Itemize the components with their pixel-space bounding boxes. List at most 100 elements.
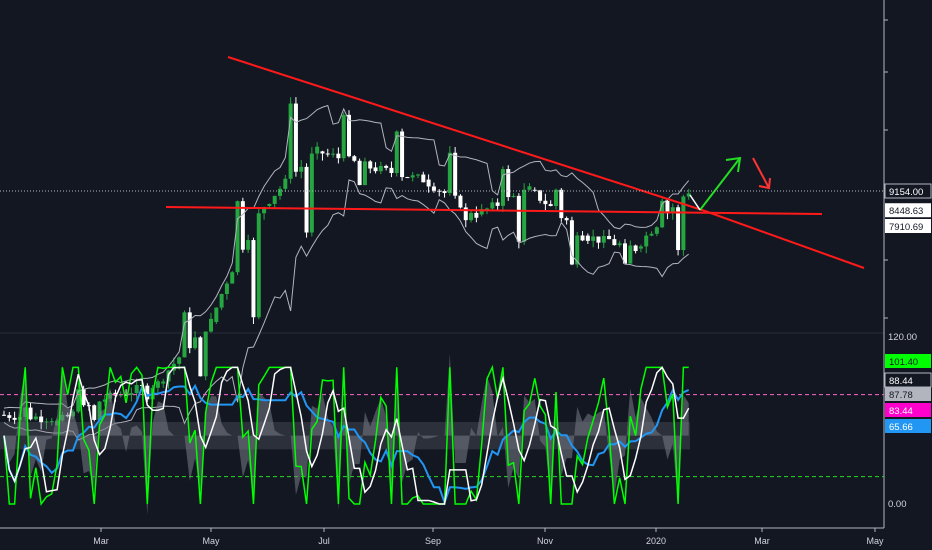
oscillator-histogram [4, 353, 689, 515]
candle-body [447, 152, 452, 194]
candle-body [362, 161, 367, 186]
candle-body [315, 146, 320, 154]
candle-body [7, 415, 12, 418]
candle-body [463, 207, 468, 221]
candle-body [368, 161, 373, 169]
candle-body [341, 114, 346, 159]
candle-body [686, 193, 691, 197]
candle-body [400, 131, 405, 178]
oscillator-value-label: 65.66 [889, 422, 913, 433]
bollinger-lower-line [3, 179, 689, 441]
price-label-box [885, 219, 931, 233]
candle-body [453, 152, 458, 196]
candle-body [76, 389, 81, 412]
candle-body [670, 207, 675, 214]
candle-body [569, 220, 574, 265]
candle-body [495, 202, 500, 206]
trendline-extension[interactable] [704, 210, 865, 269]
candle-body [601, 236, 606, 243]
candle-body [44, 421, 49, 423]
bollinger-upper-line [3, 104, 690, 409]
candle-body [129, 393, 134, 396]
candle-body [580, 235, 585, 241]
descending-trendline[interactable] [227, 56, 706, 212]
candle-body [591, 236, 596, 241]
time-axis-label: 2020 [646, 536, 666, 546]
candle-body [416, 174, 420, 176]
candle-body [479, 209, 484, 215]
candle-body [607, 236, 612, 240]
time-axis-label: Nov [537, 536, 554, 546]
candle-body [500, 169, 505, 206]
candle-body [357, 160, 362, 186]
candle-body [39, 416, 44, 423]
candle-body [405, 177, 410, 179]
candle-body [649, 233, 654, 236]
candle-body [12, 417, 17, 420]
candle-body [426, 179, 431, 187]
candle-body [97, 401, 102, 420]
candle-body [532, 189, 537, 191]
candle-body [564, 218, 569, 221]
candle-body [256, 213, 261, 318]
candle-body [511, 195, 516, 198]
price-label: 8448.63 [889, 206, 923, 217]
candle-body [278, 188, 282, 196]
time-axis-label: May [866, 536, 884, 546]
candle-body [161, 381, 166, 384]
candle-body [628, 245, 633, 264]
candle-body [177, 357, 182, 364]
oscillator-value-label: 101.40 [889, 357, 918, 368]
candle-body [251, 240, 256, 318]
candle-body [2, 414, 6, 416]
candle-body [421, 174, 426, 183]
projection-up-arrow[interactable] [699, 157, 741, 211]
price-label: 7910.69 [889, 222, 923, 233]
oscillator-value-label: 88.44 [889, 376, 913, 387]
candle-body [527, 186, 532, 190]
candle-body [209, 318, 213, 332]
candle-body [187, 312, 192, 349]
candle-body [219, 294, 224, 308]
candle-body [81, 389, 86, 406]
candle-body [410, 175, 415, 178]
oscillator-value-box [885, 419, 931, 433]
candle-body [394, 131, 399, 174]
candle-body [246, 240, 251, 250]
candle-body [575, 235, 580, 265]
oscillator-green-line [3, 364, 689, 506]
candle-body [617, 243, 622, 246]
candle-body [554, 189, 558, 206]
time-axis-label: Jul [318, 536, 330, 546]
candle-body [92, 405, 97, 420]
horizontal-support-line[interactable] [165, 206, 823, 215]
oscillator-tick-label: 120.00 [888, 332, 917, 343]
candle-body [145, 385, 150, 400]
candle-body [638, 246, 643, 249]
candle-body [559, 189, 564, 219]
candle-body [267, 203, 272, 206]
time-axis-label: Mar [93, 536, 109, 546]
price-label-box [884, 183, 932, 199]
candle-body [309, 153, 314, 233]
candle-body [304, 166, 309, 233]
candle-body [378, 165, 383, 172]
candle-body [623, 243, 627, 264]
candle-body [384, 165, 389, 168]
candle-body [320, 151, 325, 154]
candle-body [490, 202, 495, 209]
candle-body [474, 212, 479, 218]
candle-body [585, 235, 590, 241]
time-axis-label: May [202, 536, 220, 546]
candle-body [660, 200, 665, 228]
time-axis-label: Mar [754, 536, 770, 546]
oscillator-value-box [885, 354, 931, 368]
candle-body [633, 245, 638, 252]
projection-down-arrow[interactable] [752, 157, 770, 189]
candle-body [283, 178, 288, 189]
candle-body [49, 421, 54, 423]
candle-body [458, 195, 463, 208]
oscillator-white-line [3, 366, 690, 505]
